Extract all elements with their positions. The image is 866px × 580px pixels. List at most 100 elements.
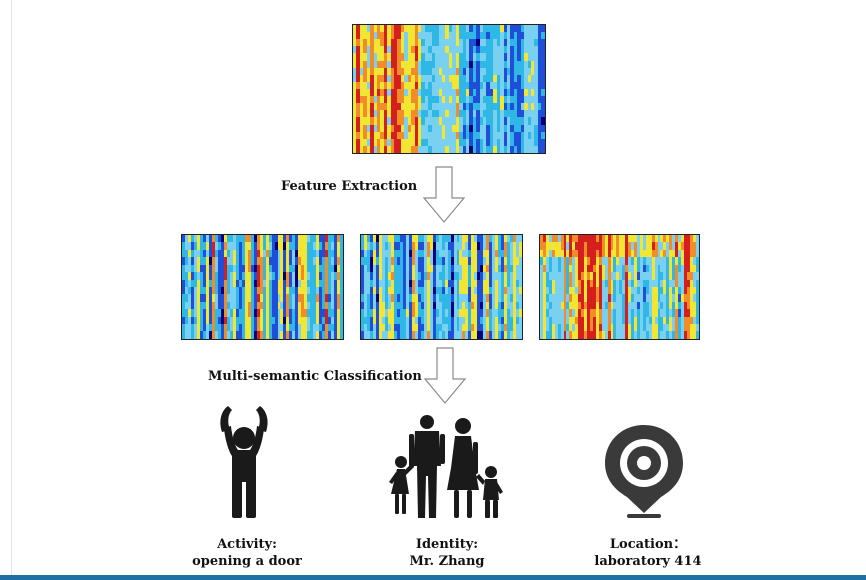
heatmap-cell [353,88,357,97]
heatmap-cell [370,25,374,33]
heatmap-column [289,235,293,339]
heatmap-cell [598,294,602,302]
heatmap-cell [520,110,525,118]
heatmap-cell [322,294,326,302]
heatmap-cell [232,264,236,273]
heatmap-column [548,235,552,339]
heatmap-cell [441,242,445,250]
heatmap-cell [184,286,188,295]
heatmap-column [465,235,469,339]
heatmap-cell [493,117,497,125]
heatmap-cell [366,74,371,82]
heatmap-cell [384,264,388,273]
heatmap-cell [319,301,323,310]
heatmap-cell [479,138,484,146]
heatmap-cell [414,145,419,153]
heatmap-cell [455,39,460,47]
heatmap-cell [438,53,442,61]
heatmap-cell [331,249,335,258]
heatmap-cell [420,309,424,317]
heatmap-cell [517,145,521,153]
heatmap-column [651,235,655,339]
heatmap-column [424,25,429,153]
heatmap-cell [542,279,546,287]
heatmap-cell [356,124,360,132]
heatmap-cell [226,272,230,280]
heatmap-cell [493,103,497,111]
heatmap-cell [589,235,593,243]
heatmap-cell [373,103,377,111]
activity-value: opening a door [192,554,302,569]
heatmap-cell [199,301,203,310]
heatmap-cell [500,67,504,75]
heatmap-cell [472,81,477,89]
heatmap-cell [540,249,543,258]
heatmap-cell [530,110,535,118]
heatmap-column [337,235,341,339]
heatmap-cell [654,249,658,258]
heatmap-cell [456,316,460,325]
heatmap-column [356,25,360,153]
heatmap-cell [520,74,525,82]
heatmap-cell [507,309,511,317]
heatmap-cell [557,235,561,243]
heatmap-column [581,235,585,339]
heatmap-cell [423,294,427,302]
heatmap-cell [411,257,415,265]
heatmap-cell [689,301,693,310]
heatmap-cell [613,257,617,265]
heatmap-cell [527,32,531,40]
heatmap-cell [456,249,460,258]
heatmap-cell [390,25,395,33]
heatmap-cell [456,294,460,302]
heatmap-cell [241,309,245,317]
heatmap-cell [622,279,626,287]
heatmap-cell [390,294,394,302]
heatmap-cell [426,272,430,280]
heatmap-cell [657,286,661,295]
heatmap-cell [214,272,218,280]
heatmap-cell [384,316,388,325]
heatmap-cell [551,257,555,265]
heatmap-cell [393,249,397,258]
heatmap-cell [683,279,687,287]
heatmap-cell [399,316,403,325]
heatmap-cell [223,242,227,250]
heatmap-cell [394,138,398,146]
heatmap-cell [500,124,504,132]
heatmap-cell [447,272,451,280]
heatmap-cell [244,249,248,258]
heatmap-cell [373,46,377,54]
heatmap-cell [616,301,620,310]
heatmap-cell [651,249,655,258]
heatmap-cell [459,131,463,139]
heatmap-cell [283,324,287,332]
heatmap-cell [238,242,242,250]
heatmap-cell [441,117,446,125]
heatmap-cell [648,242,652,250]
heatmap-cell [468,309,472,317]
heatmap-cell [672,301,676,310]
heatmap-cell [337,279,341,287]
heatmap-cell [622,324,626,332]
heatmap-column [669,235,673,339]
heatmap-cell [393,294,397,302]
heatmap-cell [447,301,451,310]
heatmap-cell [223,279,227,287]
heatmap-cell [695,242,699,250]
heatmap-cell [489,235,493,243]
heatmap-cell [363,60,367,68]
heatmap-cell [456,279,460,287]
heatmap-cell [373,110,377,118]
heatmap-cell [572,301,576,310]
heatmap-cell [340,301,343,310]
heatmap-cell [675,286,679,295]
heatmap-cell [472,25,477,33]
heatmap-cell [373,81,377,89]
heatmap-cell [193,301,197,310]
heatmap-column [405,235,409,339]
heatmap-cell [313,324,317,332]
heatmap-cell [476,96,480,104]
heatmap-cell [448,110,453,118]
heatmap-cell [489,331,493,339]
